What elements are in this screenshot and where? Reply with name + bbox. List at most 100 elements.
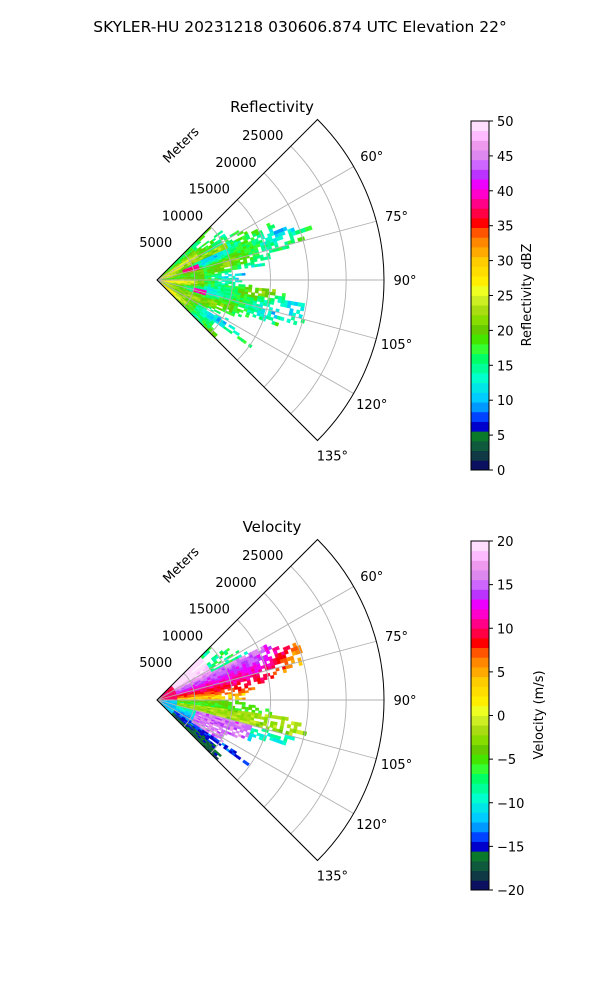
radial-axis-label: Meters — [161, 124, 203, 166]
data-cell — [200, 659, 205, 664]
colorbar-swatch — [471, 237, 489, 248]
data-cell — [228, 695, 233, 699]
angle-tick-labels: 60° 75° 90° 105° 120° 135° — [317, 570, 417, 884]
colorbar-swatch — [471, 411, 489, 422]
data-cell — [295, 309, 301, 315]
colorbar-swatch — [471, 140, 489, 151]
reflectivity-panel: Reflectivity 5000 10000 15000 20000 25000 60… — [139, 98, 535, 479]
colorbar-swatch — [471, 460, 489, 471]
data-cell — [265, 708, 270, 712]
colorbar-swatch — [471, 305, 489, 316]
angle-tick-label: 60° — [360, 150, 383, 165]
colorbar-swatch — [471, 560, 489, 571]
colorbar-swatch — [471, 402, 489, 413]
data-cell — [218, 276, 222, 279]
data-cell — [224, 276, 229, 279]
colorbar-swatch — [471, 608, 489, 619]
data-cell — [211, 237, 217, 242]
data-cell — [275, 645, 280, 651]
data-cell — [228, 281, 233, 285]
data-cell — [238, 693, 243, 696]
colorbar-swatch — [471, 121, 489, 132]
colorbar-swatch — [471, 150, 489, 161]
radial-tick-labels: 5000 10000 15000 20000 25000 — [139, 549, 283, 671]
colorbar-swatch — [471, 285, 489, 296]
colorbar-swatch — [471, 179, 489, 190]
colorbar-tick-label: 5 — [497, 666, 505, 681]
data-cell — [258, 287, 263, 292]
colorbar-swatch — [471, 705, 489, 716]
data-cell — [228, 701, 233, 705]
data-cell — [230, 313, 235, 317]
data-cell — [241, 690, 246, 694]
velocity-data — [157, 642, 308, 767]
data-cell — [207, 696, 212, 699]
colorbar-swatch — [471, 744, 489, 755]
data-cell — [270, 300, 275, 305]
data-cell — [244, 685, 249, 689]
data-cell — [286, 318, 292, 324]
data-cell — [248, 704, 253, 708]
angle-tick-label: 60° — [360, 570, 383, 585]
data-cell — [235, 730, 240, 735]
angle-tick-label: 90° — [393, 274, 416, 289]
colorbar-swatch — [471, 130, 489, 141]
radial-tick-labels: 5000 10000 15000 20000 25000 — [139, 129, 283, 251]
data-cell — [248, 707, 253, 711]
data-cell — [221, 696, 226, 699]
colorbar-swatch — [471, 450, 489, 461]
colorbar-swatch — [471, 628, 489, 639]
colorbar-tick-label: 10 — [497, 622, 514, 637]
radial-tick-label: 15000 — [189, 603, 230, 618]
data-cell — [221, 276, 226, 279]
colorbar-swatch — [471, 696, 489, 707]
reflectivity-data — [157, 222, 313, 349]
angle-gridline — [156, 586, 354, 701]
data-cell — [235, 695, 239, 699]
data-cell — [217, 742, 222, 747]
data-cell — [247, 737, 252, 742]
data-cell — [270, 224, 276, 229]
data-cell — [228, 693, 232, 697]
angle-tick-label: 120° — [356, 818, 387, 833]
colorbar-tick-label: 40 — [497, 185, 514, 200]
data-cell — [274, 321, 280, 327]
colorbar-swatch — [471, 334, 489, 345]
data-cell — [265, 288, 270, 292]
data-cell — [224, 692, 229, 695]
data-cell — [253, 258, 258, 263]
data-cell — [248, 284, 253, 288]
colorbar-tick-label: 45 — [497, 150, 514, 165]
radial-tick-label: 10000 — [162, 209, 203, 224]
colorbar-label: Reflectivity dBZ — [520, 244, 535, 347]
data-cell — [247, 262, 252, 266]
data-cell — [234, 693, 239, 697]
angle-tick-label: 90° — [393, 694, 416, 709]
angle-gridline — [156, 699, 377, 760]
colorbar-swatch — [471, 725, 489, 736]
angle-gridline — [156, 279, 377, 340]
data-cell — [281, 293, 286, 298]
data-cell — [234, 273, 239, 277]
data-cell — [265, 649, 271, 655]
colorbar-swatch — [471, 217, 489, 229]
data-cell — [228, 273, 232, 277]
data-cell — [234, 267, 239, 270]
colorbar-swatch — [471, 550, 489, 561]
colorbar-swatch — [471, 382, 489, 393]
data-cell — [241, 692, 246, 696]
data-cell — [257, 263, 262, 267]
colorbar-swatch — [471, 715, 489, 726]
data-cell — [277, 715, 283, 720]
colorbar-swatch — [471, 686, 489, 697]
colorbar-swatch — [471, 421, 489, 432]
data-cell — [261, 262, 266, 267]
data-cell — [218, 696, 222, 699]
data-cell — [254, 290, 259, 294]
data-cell — [244, 265, 249, 269]
colorbar-swatch — [471, 363, 489, 374]
colorbar-swatch — [471, 440, 489, 452]
colorbar-swatch — [471, 208, 489, 219]
colorbar-swatch — [471, 637, 489, 649]
data-cell — [262, 722, 268, 727]
